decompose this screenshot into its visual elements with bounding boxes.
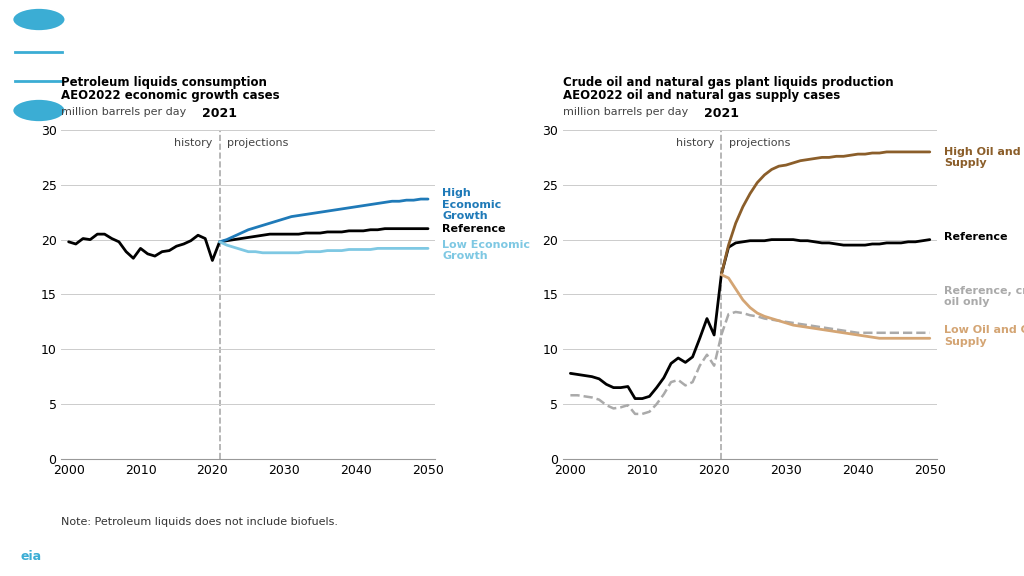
Ellipse shape [12, 8, 66, 31]
Text: 2021: 2021 [703, 107, 739, 120]
Text: www.eia.gov/aeo: www.eia.gov/aeo [900, 551, 995, 561]
Text: Petroleum liquids consumption: Petroleum liquids consumption [61, 75, 267, 89]
Text: consumption: consumption [78, 81, 250, 105]
Text: eia: eia [20, 550, 42, 563]
Text: 3: 3 [1005, 549, 1014, 563]
Text: projections: projections [728, 138, 790, 148]
Text: AEO2022 economic growth cases: AEO2022 economic growth cases [61, 89, 281, 103]
Text: history: history [174, 138, 212, 148]
Text: (AEO2022): (AEO2022) [458, 551, 522, 561]
Text: Reference: Reference [442, 223, 506, 234]
Ellipse shape [12, 99, 66, 122]
Text: U.S. crude oil and natural gas plant liquids production and: U.S. crude oil and natural gas plant liq… [78, 29, 860, 52]
Text: million barrels per day: million barrels per day [61, 107, 186, 118]
Text: Low Oil and Gas
Supply: Low Oil and Gas Supply [944, 325, 1024, 347]
Text: Source: U.S. Energy Information Administration,: Source: U.S. Energy Information Administ… [68, 551, 339, 561]
Text: Note: Petroleum liquids does not include biofuels.: Note: Petroleum liquids does not include… [61, 517, 339, 527]
Text: history: history [676, 138, 714, 148]
Text: Annual Energy Outlook 2022: Annual Energy Outlook 2022 [306, 551, 466, 561]
Text: Low Economic
Growth: Low Economic Growth [442, 240, 530, 262]
Text: High Oil and Gas
Supply: High Oil and Gas Supply [944, 147, 1024, 168]
FancyBboxPatch shape [6, 538, 56, 574]
Text: 2021: 2021 [202, 107, 238, 120]
Text: AEO2022 oil and natural gas supply cases: AEO2022 oil and natural gas supply cases [563, 89, 841, 103]
Text: Crude oil and natural gas plant liquids production: Crude oil and natural gas plant liquids … [563, 75, 894, 89]
FancyBboxPatch shape [0, 8, 86, 122]
Text: Reference: Reference [944, 233, 1008, 242]
Text: Reference, crude
oil only: Reference, crude oil only [944, 286, 1024, 308]
Text: million barrels per day: million barrels per day [563, 107, 688, 118]
Text: High
Economic
Growth: High Economic Growth [442, 188, 502, 221]
Text: projections: projections [226, 138, 288, 148]
